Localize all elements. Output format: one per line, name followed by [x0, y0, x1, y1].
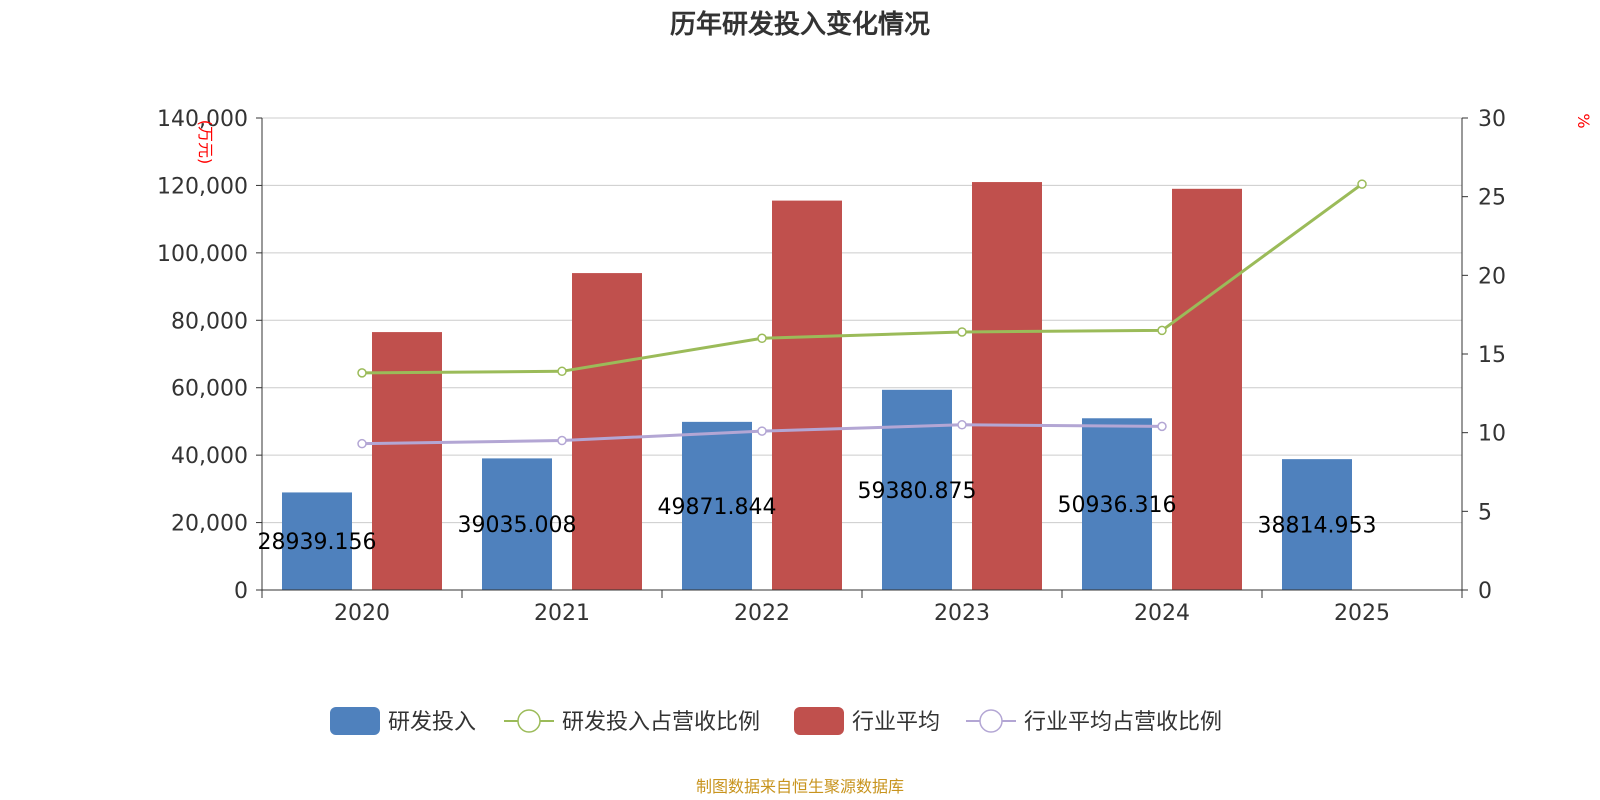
- bar-data-label: 50936.316: [1058, 493, 1177, 518]
- bar-行业平均: [972, 182, 1042, 591]
- y-left-tick-label: 80,000: [171, 309, 248, 334]
- y-right-tick-label: 15: [1478, 343, 1506, 368]
- data-labels: 28939.156 39035.008 49871.844 59380.875 5093…: [258, 479, 1377, 555]
- bar-行业平均: [1172, 188, 1242, 591]
- line-研发投入占营收比例: [361, 182, 1363, 375]
- line-point: [957, 420, 967, 430]
- line-point: [557, 366, 567, 377]
- bar-行业平均: [572, 273, 642, 590]
- y-left-tick-label: 60,000: [171, 377, 248, 402]
- legend-swatch: [330, 707, 380, 735]
- y-left-tick-label: 0: [234, 579, 248, 604]
- x-tick-label: 2020: [334, 601, 390, 626]
- bars: [282, 182, 1352, 591]
- line-point: [1157, 325, 1167, 336]
- legend-swatch: [794, 707, 844, 735]
- bar-研发投入: [1282, 459, 1352, 590]
- x-tick-label: 2023: [934, 601, 990, 626]
- line-point: [1157, 421, 1167, 432]
- y-left-tick-label: 120,000: [157, 174, 248, 199]
- legend-label: 行业平均占营收比例: [1024, 710, 1222, 735]
- y-left-tick-label: 40,000: [171, 444, 248, 469]
- lines: [357, 179, 1367, 449]
- bar-研发投入: [682, 421, 752, 590]
- legend-label: 研发投入: [388, 710, 476, 735]
- source-note: 制图数据来自恒生聚源数据库: [696, 777, 904, 796]
- bar-data-label: 59380.875: [858, 479, 977, 504]
- chart-title: 历年研发投入变化情况: [670, 9, 930, 40]
- bar-研发投入: [482, 458, 552, 590]
- axes: 0 20,000 40,000 60,000 80,000 100,000 120,000 1…: [157, 107, 1506, 626]
- legend-label: 行业平均: [852, 710, 940, 735]
- y-right-tick-label: 5: [1478, 500, 1492, 525]
- bar-行业平均: [772, 200, 842, 590]
- line-point: [557, 435, 567, 446]
- x-tick-label: 2025: [1334, 601, 1390, 626]
- bar-行业平均: [372, 332, 442, 590]
- line-point: [757, 333, 767, 344]
- bar-研发投入: [882, 389, 952, 590]
- y-right-tick-label: 20: [1478, 264, 1506, 289]
- line-point: [357, 368, 367, 378]
- left-axis-unit: (万元): [196, 120, 215, 165]
- bar-data-label: 38814.953: [1258, 514, 1377, 539]
- y-left-tick-label: 140,000: [157, 107, 248, 132]
- line-point: [957, 327, 967, 337]
- legend-swatch-marker: [517, 709, 541, 733]
- y-right-tick-label: 10: [1478, 422, 1506, 447]
- y-left-tick-label: 100,000: [157, 242, 248, 267]
- bar-研发投入: [1082, 418, 1152, 590]
- x-tick-label: 2022: [734, 601, 790, 626]
- bar-研发投入: [282, 492, 352, 590]
- y-left-tick-label: 20,000: [171, 512, 248, 537]
- legend: 研发投入 研发投入占营收比例 行业平均 行业平均占营收比例: [330, 707, 1222, 735]
- x-tick-label: 2021: [534, 601, 590, 626]
- x-tick-label: 2024: [1134, 601, 1190, 626]
- bar-data-label: 28939.156: [258, 530, 377, 555]
- line-point: [757, 426, 767, 436]
- right-axis-unit: %: [1574, 113, 1593, 128]
- legend-label: 研发投入占营收比例: [562, 710, 760, 735]
- y-right-tick-label: 25: [1478, 186, 1506, 211]
- line-point: [1357, 179, 1367, 189]
- legend-swatch-marker: [979, 709, 1003, 733]
- y-right-tick-label: 30: [1478, 107, 1506, 132]
- grid: [262, 117, 1462, 524]
- bar-data-label: 39035.008: [458, 513, 577, 538]
- line-point: [357, 438, 367, 449]
- y-right-tick-label: 0: [1478, 579, 1492, 604]
- bar-data-label: 49871.844: [658, 495, 777, 520]
